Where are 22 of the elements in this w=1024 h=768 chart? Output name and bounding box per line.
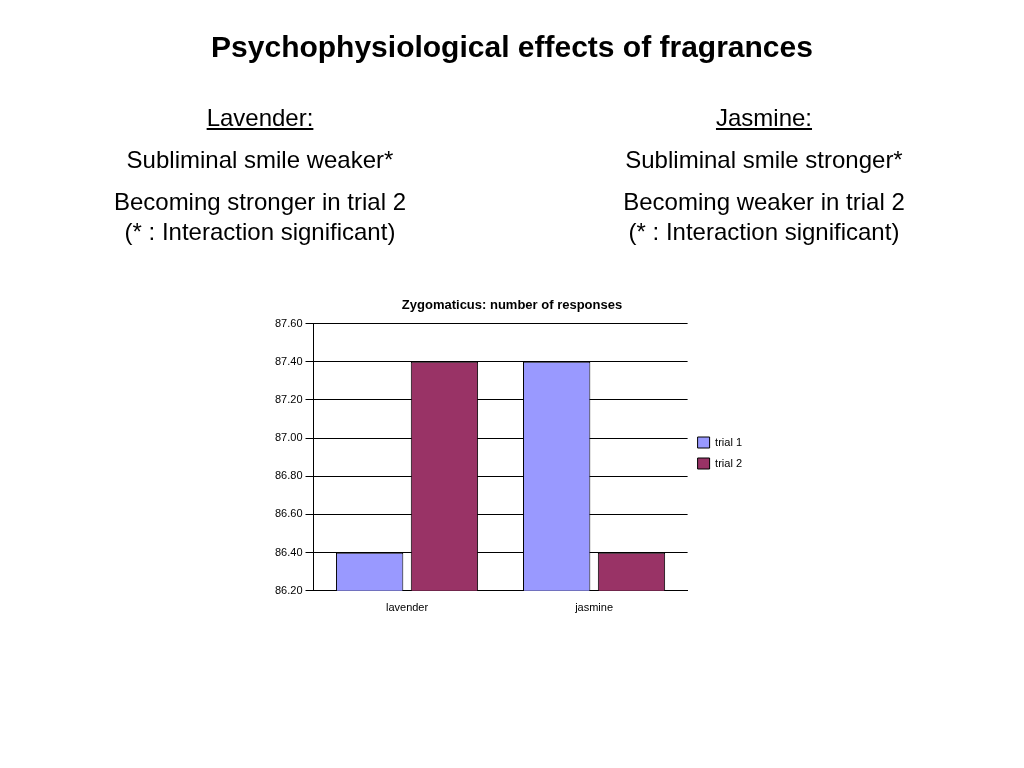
text: Lavender:: [205, 104, 315, 132]
y-tick-label: 86.60: [275, 507, 303, 520]
text: (* : Interaction significant): [627, 218, 901, 246]
legend-label: trial 1: [715, 435, 743, 448]
y-tick-label: 87.00: [275, 431, 303, 444]
x-tick-label: jasmine: [574, 601, 614, 614]
y-tick-label: 86.20: [275, 583, 303, 596]
text: Becoming stronger in trial 2: [112, 188, 408, 216]
y-tick-label: 86.80: [275, 469, 303, 482]
y-tick-label: 87.20: [275, 392, 303, 405]
legend-label: trial 2: [715, 456, 743, 469]
y-tick-label: 86.40: [275, 545, 303, 558]
text: Subliminal smile weaker*: [125, 146, 395, 174]
text: Becoming weaker in trial 2: [622, 188, 906, 216]
chart-title: Psychophysiological effects of fragrances: [210, 30, 814, 64]
x-tick-label: lavender: [385, 601, 429, 614]
text: (* : Interaction significant): [123, 218, 397, 246]
text: Subliminal smile stronger*: [624, 146, 904, 174]
y-tick-label: 87.60: [275, 316, 303, 329]
text: Jasmine:: [714, 104, 813, 132]
chart-subtitle: Zygomaticus: number of responses: [401, 297, 623, 313]
y-tick-label: 87.40: [275, 354, 303, 367]
